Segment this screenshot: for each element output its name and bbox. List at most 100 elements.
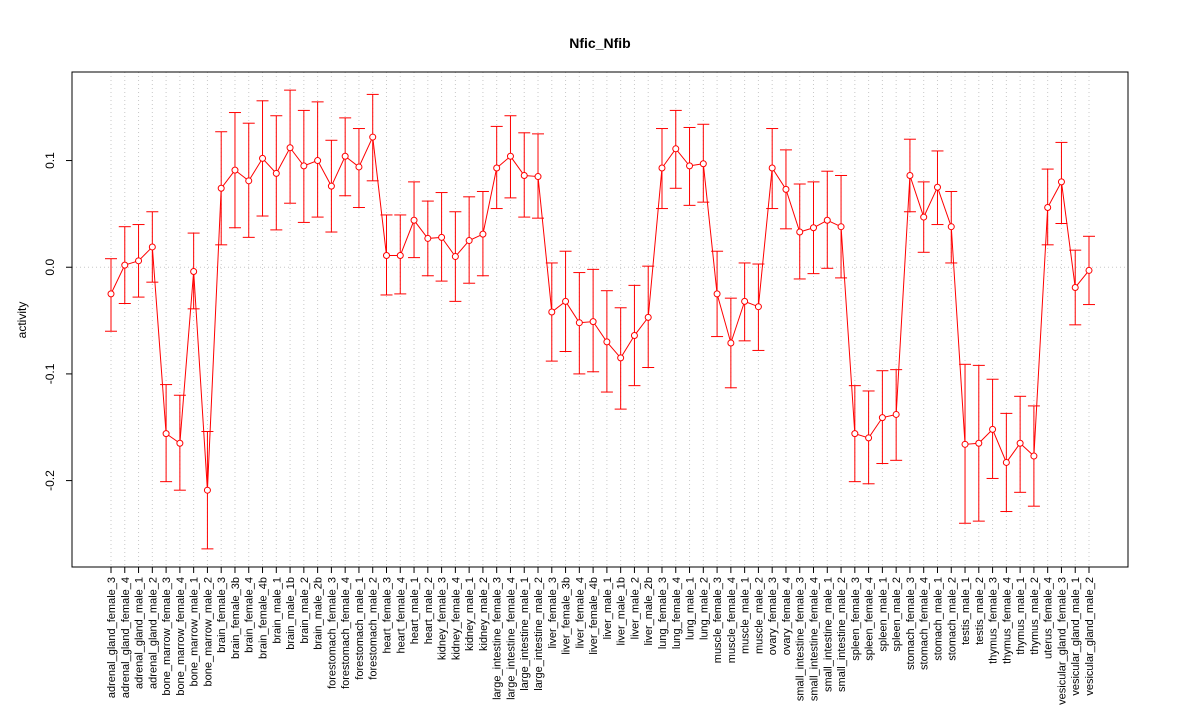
x-tick-label: kidney_male_2 <box>478 577 490 651</box>
x-tick-label: liver_female_3b <box>561 577 573 655</box>
data-point <box>259 154 267 162</box>
data-point <box>217 184 225 192</box>
x-tick-label: kidney_male_1 <box>464 577 476 651</box>
x-tick-label: brain_male_1 <box>271 577 283 644</box>
y-tick-label: 0.0 <box>43 259 57 276</box>
data-point <box>686 162 694 170</box>
data-point <box>768 164 776 172</box>
data-point <box>589 318 597 326</box>
x-tick-label: uterus_female_4 <box>1043 577 1055 659</box>
data-point <box>506 152 514 160</box>
x-tick-label: ovary_female_3 <box>767 577 779 655</box>
x-tick-label: thymus_female_3 <box>988 577 1000 664</box>
x-tick-label: adrenal_gland_female_4 <box>120 577 132 698</box>
y-axis: 0.1 0.0 -0.1 -0.2 <box>43 152 73 491</box>
data-point <box>369 133 377 141</box>
data-point <box>1030 452 1038 460</box>
x-tick-label: lung_female_4 <box>671 577 683 649</box>
data-point <box>1085 266 1093 274</box>
data-point <box>575 319 583 327</box>
data-point <box>548 308 556 316</box>
data-point <box>121 261 129 269</box>
x-tick-label: kidney_female_3 <box>437 577 449 660</box>
x-tick-label: small_intestine_male_2 <box>836 577 848 692</box>
data-point <box>630 332 638 340</box>
data-point <box>1044 203 1052 211</box>
y-axis-label: activity <box>15 302 29 339</box>
x-tick-label: heart_male_1 <box>409 577 421 644</box>
data-point <box>438 233 446 241</box>
x-tick-label: small_intestine_male_1 <box>822 577 834 692</box>
data-point <box>754 303 762 311</box>
data-point <box>135 257 143 265</box>
x-tick-label: lung_male_1 <box>685 577 697 640</box>
data-point <box>231 166 239 174</box>
data-point <box>851 430 859 438</box>
data-point <box>975 439 983 447</box>
x-tick-label: lung_male_2 <box>698 577 710 640</box>
x-tick-label: brain_male_1b <box>285 577 297 650</box>
data-point <box>272 169 280 177</box>
x-tick-label: adrenal_gland_male_2 <box>147 577 159 689</box>
x-tick-label: vesicular_gland_female_3 <box>1056 577 1068 705</box>
data-point <box>300 162 308 170</box>
data-point <box>658 164 666 172</box>
data-point <box>672 145 680 153</box>
x-tick-label: liver_male_1 <box>602 577 614 639</box>
data-point <box>341 152 349 160</box>
data-point <box>148 243 156 251</box>
data-point <box>107 290 115 298</box>
data-point <box>920 213 928 221</box>
data-point <box>162 430 170 438</box>
x-tick-label: thymus_female_4 <box>1001 577 1013 664</box>
x-tick-label: brain_female_3 <box>216 577 228 653</box>
x-tick-label: brain_female_3b <box>230 577 242 659</box>
data-point <box>1016 439 1024 447</box>
x-tick-label: adrenal_gland_female_3 <box>106 577 118 698</box>
data-point <box>203 486 211 494</box>
data-point <box>424 234 432 242</box>
data-point <box>190 267 198 275</box>
x-tick-label: vesicular_gland_male_2 <box>1084 577 1096 696</box>
error-bars <box>105 89 1095 550</box>
x-tick-label: stomach_male_2 <box>946 577 958 661</box>
x-tick-label: large_intestine_female_3 <box>492 577 504 700</box>
x-tick-label: adrenal_gland_male_1 <box>134 577 146 689</box>
x-tick-label: liver_female_4b <box>588 577 600 655</box>
data-point <box>603 338 611 346</box>
x-tick-label: spleen_male_2 <box>891 577 903 652</box>
x-tick-label: stomach_female_3 <box>905 577 917 670</box>
x-tick-label: large_intestine_female_4 <box>505 577 517 700</box>
data-point <box>865 434 873 442</box>
x-tick-label: testis_male_1 <box>960 577 972 645</box>
x-tick-label: forestomach_female_3 <box>326 577 338 689</box>
x-tick-label: liver_male_1b <box>616 577 628 645</box>
x-tick-label: bone_marrow_female_3 <box>161 577 173 696</box>
x-tick-label: spleen_female_4 <box>864 577 876 661</box>
x-tick-label: heart_female_4 <box>395 577 407 653</box>
data-point <box>699 160 707 168</box>
x-tick-label: liver_female_3 <box>547 577 559 649</box>
data-point <box>1057 178 1065 186</box>
data-point <box>989 425 997 433</box>
x-tick-label: spleen_female_3 <box>850 577 862 661</box>
x-tick-label: vesicular_gland_male_1 <box>1070 577 1082 696</box>
data-point <box>713 290 721 298</box>
data-point <box>520 171 528 179</box>
x-tick-label: stomach_male_1 <box>932 577 944 661</box>
data-point <box>741 297 749 305</box>
x-tick-label: lung_female_3 <box>657 577 669 649</box>
series-path <box>110 135 1090 491</box>
x-tick-label: brain_male_2b <box>313 577 325 650</box>
data-point <box>562 297 570 305</box>
data-point <box>286 144 294 152</box>
data-point <box>644 313 652 321</box>
x-tick-label: thymus_male_2 <box>1029 577 1041 655</box>
x-tick-label: testis_male_2 <box>974 577 986 645</box>
x-tick-label: liver_female_4 <box>574 577 586 649</box>
x-tick-label: large_intestine_male_1 <box>519 577 531 691</box>
x-tick-label: bone_marrow_male_1 <box>189 577 201 686</box>
data-point <box>479 230 487 238</box>
data-point <box>837 223 845 231</box>
